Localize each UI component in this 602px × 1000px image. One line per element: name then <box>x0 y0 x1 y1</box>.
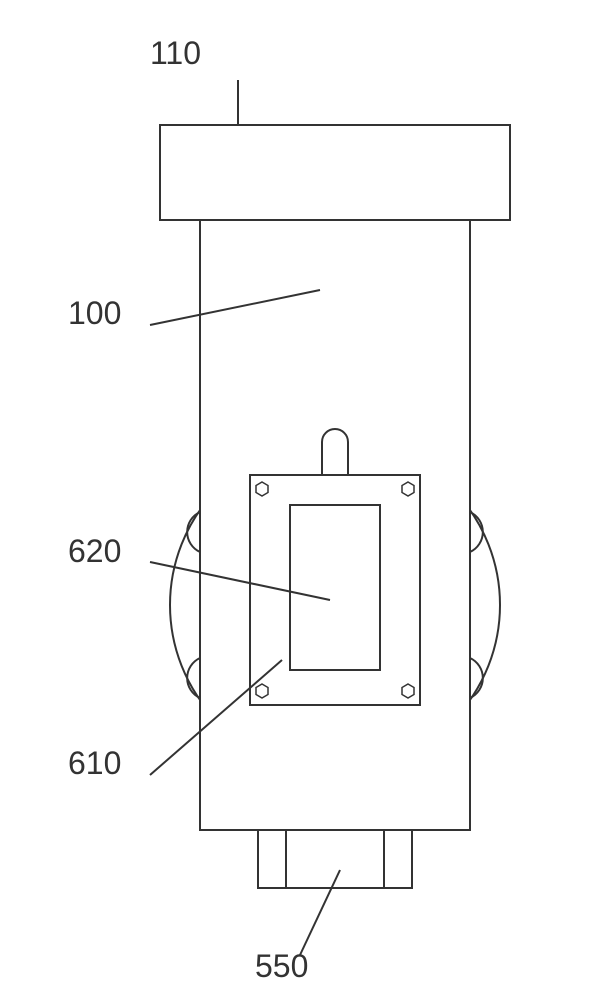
label-100: 100 <box>68 295 121 332</box>
technical-drawing-svg <box>0 0 602 1000</box>
handle <box>322 429 348 475</box>
screw-tr <box>402 482 414 496</box>
screw-bl <box>256 684 268 698</box>
screw-tl <box>256 482 268 496</box>
top-cap <box>160 125 510 220</box>
bottom-tab-left <box>258 830 286 888</box>
label-610: 610 <box>68 745 121 782</box>
screw-br <box>402 684 414 698</box>
diagram-container: 110 100 620 610 550 <box>0 0 602 1000</box>
label-110: 110 <box>150 35 201 72</box>
label-620: 620 <box>68 533 121 570</box>
label-550: 550 <box>255 948 308 985</box>
bottom-tab-right <box>384 830 412 888</box>
inner-component <box>290 505 380 670</box>
